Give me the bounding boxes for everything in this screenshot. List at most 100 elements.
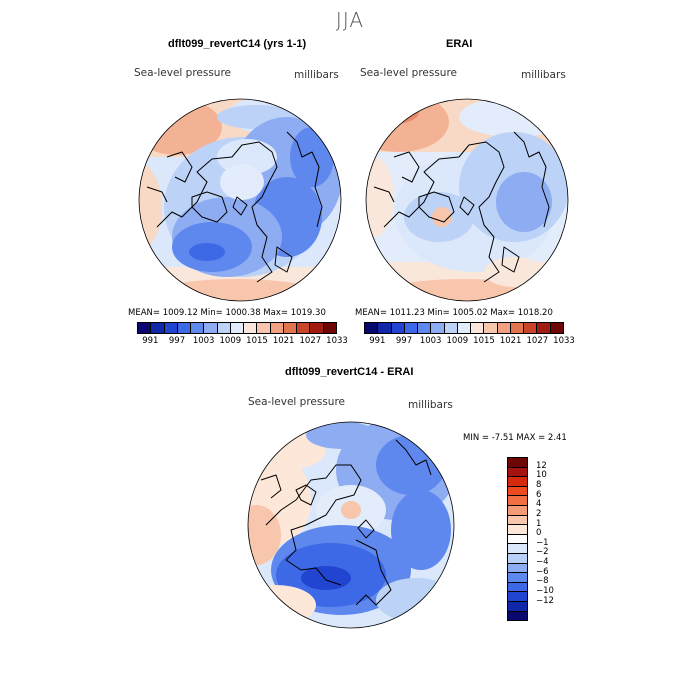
diff-colorbar-swatch <box>508 458 527 468</box>
model-colorbar-tick-label: 1027 <box>299 336 322 346</box>
diff-colorbar-label: −12 <box>536 595 554 606</box>
model-colorbar-tick-label: 1009 <box>219 336 242 346</box>
diff-colorbar-swatch <box>508 486 527 497</box>
diff-colorbar-label: 12 <box>536 460 547 471</box>
diff-panel-title: dflt099_revertC14 - ERAI <box>285 366 414 378</box>
diff-colorbar-swatch <box>508 611 527 621</box>
model-colorbar-swatch <box>138 323 152 333</box>
model-colorbar-swatch <box>217 323 231 333</box>
diff-colorbar-swatch <box>508 505 527 516</box>
diff-colorbar-swatch <box>508 515 527 526</box>
diff-colorbar-swatch <box>508 467 527 478</box>
model-colorbar-swatch <box>230 323 245 333</box>
model-colorbar-tick-label: 1015 <box>246 336 268 346</box>
diff-colorbar-swatch <box>508 544 527 554</box>
diff-colorbar-label: 8 <box>536 479 542 490</box>
model-stats: MEAN= 1009.12 Min= 1000.38 Max= 1019.30 <box>128 308 326 318</box>
obs-colorbar-swatch <box>550 323 563 333</box>
obs-polar-map <box>365 98 569 302</box>
obs-units-label: millibars <box>521 69 566 81</box>
diff-colorbar-swatch <box>508 477 527 487</box>
diff-variable-label: Sea-level pressure <box>248 396 346 408</box>
diff-units-label: millibars <box>408 399 453 411</box>
obs-panel-title: ERAI <box>446 38 473 50</box>
model-units-label: millibars <box>294 69 339 81</box>
model-colorbar-swatch <box>323 323 336 333</box>
model-colorbar-ticks: 991 997 1003 1009 1015 1021 1027 1033 <box>137 336 348 348</box>
diff-colorbar-swatch <box>508 553 527 564</box>
obs-colorbar-swatch <box>431 323 445 333</box>
model-colorbar-swatch <box>257 323 271 333</box>
obs-colorbar-swatch <box>537 323 551 333</box>
model-colorbar-swatch <box>244 323 258 333</box>
model-colorbar-swatch <box>283 323 298 333</box>
model-colorbar-swatch <box>270 323 284 333</box>
obs-colorbar-tick-label: 997 <box>395 336 413 346</box>
model-colorbar-tick-label: 1033 <box>326 336 348 346</box>
obs-colorbar-tick-label: 1015 <box>473 336 495 346</box>
model-colorbar-swatch <box>177 323 192 333</box>
obs-colorbar-tick-label: 1027 <box>526 336 549 346</box>
obs-variable-label: Sea-level pressure <box>360 67 458 79</box>
obs-colorbar-swatch <box>457 323 472 333</box>
model-colorbar-tick-label: 1003 <box>192 336 215 346</box>
model-colorbar-swatch <box>164 323 178 333</box>
obs-colorbar-swatch <box>484 323 498 333</box>
diff-colorbar-label: −6 <box>536 566 549 577</box>
model-polar-map <box>138 98 342 302</box>
obs-colorbar-tick-label: 1033 <box>553 336 575 346</box>
model-colorbar-tick-label: 997 <box>168 336 186 346</box>
diff-polar-map <box>247 421 455 629</box>
model-colorbar-swatch <box>310 323 324 333</box>
obs-colorbar-swatch <box>444 323 458 333</box>
diff-colorbar-label: −10 <box>536 586 554 597</box>
model-colorbar-swatch <box>297 323 311 333</box>
obs-colorbar-swatch <box>391 323 405 333</box>
diff-stats: MIN = -7.51 MAX = 2.41 <box>463 433 567 443</box>
model-variable-label: Sea-level pressure <box>134 67 232 79</box>
model-colorbar-swatch <box>191 323 205 333</box>
diff-colorbar-swatch <box>508 534 527 545</box>
diff-colorbar-labels: 12 10 8 6 4 2 1 0 −1 −2 −4 −6 −8 −10 −12 <box>536 457 576 621</box>
model-panel-title: dflt099_revertC14 (yrs 1-1) <box>168 38 307 50</box>
diff-colorbar-label: 4 <box>536 499 542 510</box>
model-colorbar <box>137 322 337 334</box>
obs-colorbar-tick-label: 991 <box>369 336 386 346</box>
diff-colorbar-label: 10 <box>536 470 547 481</box>
obs-colorbar-swatch <box>378 323 392 333</box>
obs-colorbar-swatch <box>404 323 419 333</box>
obs-colorbar-tick-label: 1003 <box>419 336 442 346</box>
model-colorbar-tick-label: 991 <box>142 336 159 346</box>
obs-colorbar <box>364 322 564 334</box>
diff-colorbar-swatch <box>508 592 527 602</box>
diff-colorbar-swatch <box>508 573 527 583</box>
diff-colorbar-label: 2 <box>536 508 542 519</box>
diff-colorbar-label: −8 <box>536 576 549 587</box>
diff-colorbar-swatch <box>508 563 527 574</box>
model-colorbar-tick-label: 1021 <box>272 336 295 346</box>
diff-colorbar-label: 1 <box>536 518 542 529</box>
diff-colorbar-label: 0 <box>536 528 542 539</box>
diff-colorbar-label: 6 <box>536 489 542 500</box>
diff-colorbar-swatch <box>508 525 527 535</box>
obs-colorbar-swatch <box>510 323 525 333</box>
obs-stats: MEAN= 1011.23 Min= 1005.02 Max= 1018.20 <box>355 308 553 318</box>
model-colorbar-swatch <box>151 323 165 333</box>
obs-colorbar-swatch <box>471 323 485 333</box>
diff-colorbar-label: −4 <box>536 557 549 568</box>
diff-colorbar-label: −1 <box>536 537 549 548</box>
diff-colorbar-label: −2 <box>536 547 549 558</box>
obs-colorbar-swatch <box>497 323 511 333</box>
diff-colorbar-swatch <box>508 496 527 506</box>
obs-colorbar-ticks: 991 997 1003 1009 1015 1021 1027 1033 <box>364 336 575 348</box>
diff-colorbar-swatch <box>508 601 527 612</box>
obs-colorbar-tick-label: 1009 <box>446 336 469 346</box>
model-colorbar-swatch <box>204 323 218 333</box>
obs-colorbar-swatch <box>418 323 432 333</box>
season-title: JJA <box>335 8 365 32</box>
obs-colorbar-swatch <box>524 323 538 333</box>
diff-colorbar-swatch <box>508 582 527 593</box>
obs-colorbar-tick-label: 1021 <box>499 336 522 346</box>
diff-colorbar <box>507 457 528 621</box>
obs-colorbar-swatch <box>365 323 379 333</box>
